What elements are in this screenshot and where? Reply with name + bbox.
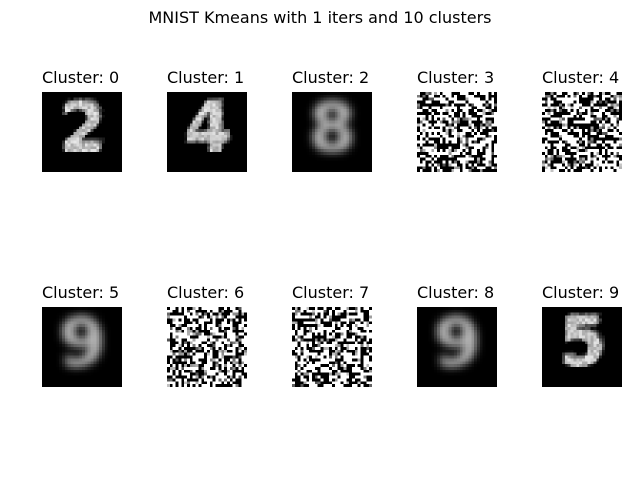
cluster-label: Cluster: 9	[542, 283, 620, 302]
cluster-centroid-image	[417, 92, 497, 172]
cluster-label: Cluster: 8	[417, 283, 495, 302]
cluster-label: Cluster: 2	[292, 68, 370, 87]
cluster-centroid-image	[542, 92, 622, 172]
cluster-centroid-image	[292, 307, 372, 387]
figure-title: MNIST Kmeans with 1 iters and 10 cluster…	[148, 8, 492, 27]
cluster-label: Cluster: 1	[167, 68, 245, 87]
cluster-label: Cluster: 5	[42, 283, 120, 302]
cluster-centroid-image	[292, 92, 372, 172]
cluster-centroid-image	[542, 307, 622, 387]
cluster-centroid-image	[167, 307, 247, 387]
cluster-centroid-image	[167, 92, 247, 172]
cluster-label: Cluster: 4	[542, 68, 620, 87]
cluster-centroid-image	[42, 92, 122, 172]
cluster-label: Cluster: 7	[292, 283, 370, 302]
cluster-label: Cluster: 0	[42, 68, 120, 87]
cluster-centroid-image	[417, 307, 497, 387]
cluster-centroid-image	[42, 307, 122, 387]
cluster-label: Cluster: 3	[417, 68, 495, 87]
cluster-label: Cluster: 6	[167, 283, 245, 302]
